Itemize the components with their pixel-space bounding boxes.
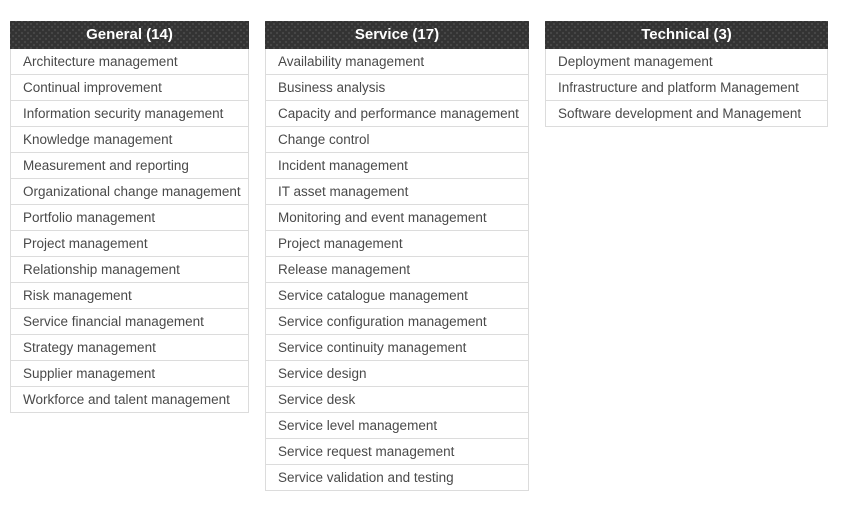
practice-table-technical: Technical (3) Deployment management Infra… xyxy=(545,21,828,127)
list-item: Monitoring and event management xyxy=(266,205,528,231)
list-item: Capacity and performance management xyxy=(266,101,528,127)
list-item: Infrastructure and platform Management xyxy=(546,75,827,101)
practice-columns: General (14) Architecture management Cont… xyxy=(10,21,828,491)
list-item: IT asset management xyxy=(266,179,528,205)
practice-list: Deployment management Infrastructure and … xyxy=(545,49,828,127)
column-header: Service (17) xyxy=(265,21,529,49)
list-item: Organizational change management xyxy=(11,179,248,205)
list-item: Knowledge management xyxy=(11,127,248,153)
list-item: Risk management xyxy=(11,283,248,309)
list-item: Portfolio management xyxy=(11,205,248,231)
practice-table-general: General (14) Architecture management Cont… xyxy=(10,21,249,413)
list-item: Relationship management xyxy=(11,257,248,283)
list-item: Service design xyxy=(266,361,528,387)
list-item: Measurement and reporting xyxy=(11,153,248,179)
list-item: Service request management xyxy=(266,439,528,465)
list-item: Availability management xyxy=(266,49,528,75)
list-item: Business analysis xyxy=(266,75,528,101)
list-item: Service catalogue management xyxy=(266,283,528,309)
column-header: Technical (3) xyxy=(545,21,828,49)
list-item: Strategy management xyxy=(11,335,248,361)
column-header: General (14) xyxy=(10,21,249,49)
practice-list: Architecture management Continual improve… xyxy=(10,49,249,413)
list-item: Information security management xyxy=(11,101,248,127)
list-item: Service continuity management xyxy=(266,335,528,361)
list-item: Release management xyxy=(266,257,528,283)
list-item: Project management xyxy=(11,231,248,257)
list-item: Software development and Management xyxy=(546,101,827,127)
list-item: Service desk xyxy=(266,387,528,413)
list-item: Service configuration management xyxy=(266,309,528,335)
list-item: Architecture management xyxy=(11,49,248,75)
practice-table-service: Service (17) Availability management Busi… xyxy=(265,21,529,491)
list-item: Continual improvement xyxy=(11,75,248,101)
list-item: Service validation and testing xyxy=(266,465,528,491)
list-item: Project management xyxy=(266,231,528,257)
list-item: Change control xyxy=(266,127,528,153)
practice-list: Availability management Business analysis… xyxy=(265,49,529,491)
list-item: Supplier management xyxy=(11,361,248,387)
list-item: Service financial management xyxy=(11,309,248,335)
list-item: Service level management xyxy=(266,413,528,439)
list-item: Deployment management xyxy=(546,49,827,75)
list-item: Incident management xyxy=(266,153,528,179)
list-item: Workforce and talent management xyxy=(11,387,248,413)
